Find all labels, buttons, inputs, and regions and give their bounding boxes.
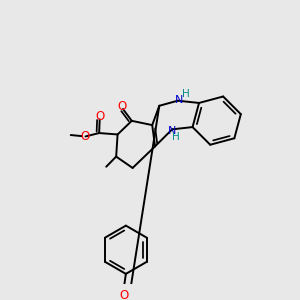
Text: O: O	[119, 289, 128, 300]
Text: O: O	[80, 130, 89, 143]
Text: H: H	[182, 88, 189, 99]
Text: O: O	[95, 110, 104, 123]
Text: H: H	[172, 132, 179, 142]
Text: O: O	[118, 100, 127, 113]
Text: N: N	[175, 94, 184, 104]
Text: N: N	[168, 126, 176, 136]
